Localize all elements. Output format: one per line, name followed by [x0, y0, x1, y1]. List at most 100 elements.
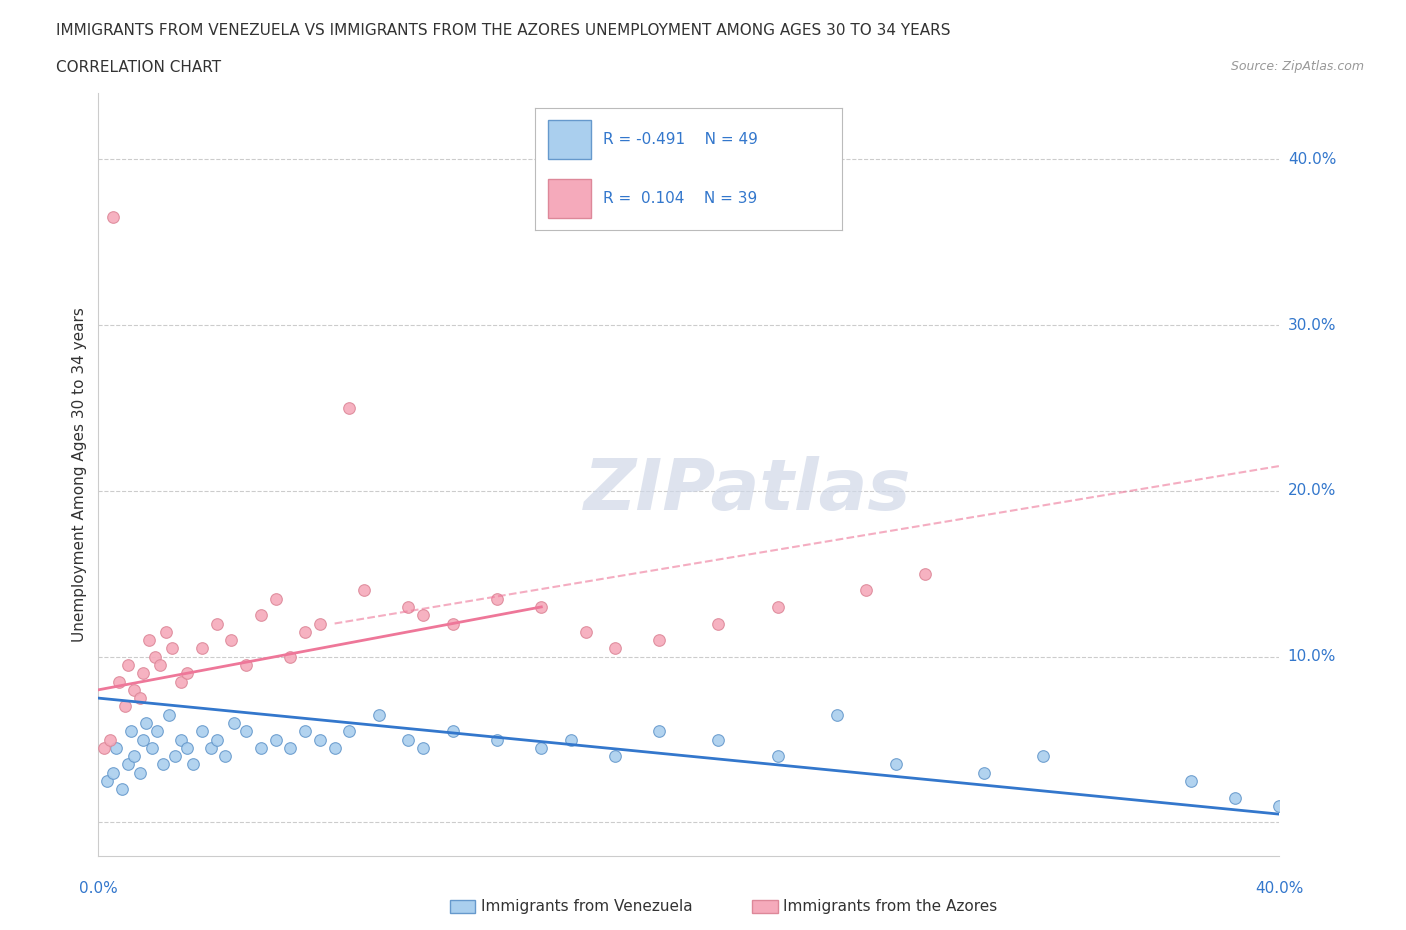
Point: [412, 740, 434, 755]
Point: [235, 724, 257, 738]
Point: [176, 740, 198, 755]
Point: [235, 658, 257, 672]
Point: [224, 715, 246, 730]
Point: [605, 749, 627, 764]
Point: [280, 649, 302, 664]
Point: [120, 724, 142, 738]
Point: [141, 740, 163, 755]
Point: [1225, 790, 1247, 805]
Point: [132, 732, 155, 747]
Point: [398, 600, 420, 615]
Point: [339, 401, 361, 416]
Point: [264, 732, 287, 747]
Point: [1268, 799, 1291, 814]
Point: [294, 624, 316, 639]
Text: Immigrants from Venezuela: Immigrants from Venezuela: [481, 899, 693, 914]
Point: [103, 210, 125, 225]
Text: CORRELATION CHART: CORRELATION CHART: [56, 60, 221, 75]
Point: [143, 649, 166, 664]
Point: [128, 765, 150, 780]
Point: [648, 724, 671, 738]
Point: [122, 749, 145, 764]
Text: 40.0%: 40.0%: [1288, 152, 1336, 166]
Point: [205, 732, 228, 747]
Point: [96, 774, 118, 789]
Point: [309, 616, 332, 631]
Point: [441, 616, 464, 631]
Point: [250, 740, 273, 755]
Point: [294, 724, 316, 738]
Point: [530, 740, 553, 755]
Point: [766, 749, 789, 764]
Point: [165, 749, 187, 764]
Point: [149, 658, 172, 672]
Point: [117, 757, 139, 772]
Text: 40.0%: 40.0%: [1256, 881, 1303, 896]
Point: [707, 616, 730, 631]
Point: [1180, 774, 1202, 789]
Point: [128, 691, 150, 706]
Point: [205, 616, 228, 631]
Point: [135, 715, 157, 730]
Text: 30.0%: 30.0%: [1288, 318, 1336, 333]
Point: [339, 724, 361, 738]
Point: [605, 641, 627, 656]
Point: [108, 674, 131, 689]
Text: IMMIGRANTS FROM VENEZUELA VS IMMIGRANTS FROM THE AZORES UNEMPLOYMENT AMONG AGES : IMMIGRANTS FROM VENEZUELA VS IMMIGRANTS …: [56, 23, 950, 38]
Text: Immigrants from the Azores: Immigrants from the Azores: [783, 899, 997, 914]
Point: [98, 732, 121, 747]
Point: [170, 732, 193, 747]
Point: [707, 732, 730, 747]
Point: [221, 632, 243, 647]
Point: [412, 608, 434, 623]
Point: [191, 641, 214, 656]
Point: [181, 757, 204, 772]
Point: [132, 666, 155, 681]
Point: [973, 765, 995, 780]
Point: [250, 608, 273, 623]
Text: ZIPatlas: ZIPatlas: [585, 457, 911, 525]
Text: Source: ZipAtlas.com: Source: ZipAtlas.com: [1230, 60, 1364, 73]
Point: [530, 600, 553, 615]
Point: [560, 732, 582, 747]
Point: [146, 724, 169, 738]
Point: [200, 740, 222, 755]
Point: [117, 658, 139, 672]
Point: [214, 749, 236, 764]
Point: [191, 724, 214, 738]
Point: [825, 707, 848, 722]
Point: [398, 732, 420, 747]
Point: [309, 732, 332, 747]
Point: [766, 600, 789, 615]
Point: [122, 683, 145, 698]
Point: [648, 632, 671, 647]
Point: [111, 782, 134, 797]
Point: [575, 624, 598, 639]
Point: [1032, 749, 1054, 764]
Point: [103, 765, 125, 780]
Point: [486, 591, 509, 606]
Point: [105, 740, 128, 755]
Point: [93, 740, 115, 755]
Point: [152, 757, 174, 772]
Point: [323, 740, 346, 755]
Text: 20.0%: 20.0%: [1288, 484, 1336, 498]
Point: [155, 624, 177, 639]
Point: [138, 632, 160, 647]
Point: [280, 740, 302, 755]
Text: 0.0%: 0.0%: [79, 881, 118, 896]
Point: [162, 641, 183, 656]
Point: [914, 566, 936, 581]
Point: [114, 699, 136, 714]
Point: [884, 757, 907, 772]
Point: [441, 724, 464, 738]
Point: [486, 732, 509, 747]
Point: [170, 674, 193, 689]
Point: [368, 707, 391, 722]
Point: [353, 583, 375, 598]
Y-axis label: Unemployment Among Ages 30 to 34 years: Unemployment Among Ages 30 to 34 years: [72, 307, 87, 642]
Point: [264, 591, 287, 606]
Point: [176, 666, 198, 681]
Point: [157, 707, 180, 722]
Point: [855, 583, 877, 598]
